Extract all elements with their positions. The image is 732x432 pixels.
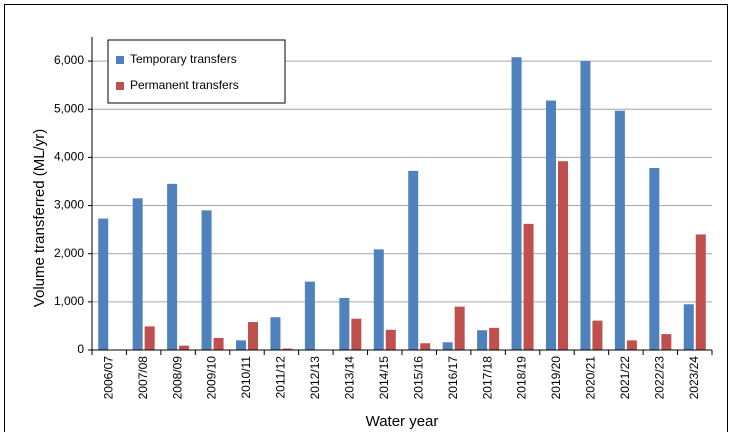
x-tick-label: 2009/10	[205, 356, 219, 400]
bar	[270, 317, 281, 350]
bar	[695, 234, 706, 350]
x-axis-title: Water year	[366, 413, 439, 430]
bar	[592, 320, 603, 350]
bar	[385, 329, 396, 350]
legend-box	[107, 39, 286, 104]
bar	[144, 326, 155, 350]
x-tick-label: 2016/17	[446, 356, 460, 400]
x-tick-label: 2019/20	[549, 356, 563, 400]
x-tick-label: 2010/11	[239, 356, 253, 399]
legend-swatch	[116, 82, 124, 90]
y-tick-label: 3,000	[54, 198, 84, 212]
bar	[454, 306, 465, 350]
bar	[683, 304, 694, 350]
x-tick-label: 2022/23	[653, 356, 667, 400]
y-tick-label: 0	[77, 342, 84, 356]
bar	[649, 167, 660, 350]
bar	[282, 348, 293, 350]
bar	[373, 249, 384, 350]
bar	[580, 61, 591, 350]
x-tick-label: 2015/16	[411, 356, 425, 400]
bar	[661, 334, 672, 350]
y-tick-label: 4,000	[54, 150, 84, 164]
bar	[248, 322, 258, 350]
bar	[339, 297, 350, 350]
y-axis-title: Volume transferred (ML/yr)	[31, 129, 48, 307]
legend-swatch	[116, 56, 124, 64]
bar	[477, 330, 488, 350]
bar	[489, 327, 500, 350]
x-tick-label: 2013/14	[343, 356, 357, 400]
legend-label: Permanent transfers	[130, 78, 239, 92]
y-tick-label: 5,000	[54, 101, 84, 115]
bar	[304, 281, 315, 350]
bar	[201, 210, 212, 350]
bar	[558, 161, 568, 350]
bar	[523, 223, 534, 350]
x-tick-label: 2018/19	[515, 356, 529, 400]
x-tick-label: 2006/07	[101, 356, 115, 400]
bar	[614, 110, 625, 350]
bar	[351, 318, 362, 350]
x-tick-label: 2023/24	[687, 356, 701, 400]
bar	[132, 198, 143, 350]
bar	[546, 100, 556, 350]
bar	[167, 183, 178, 350]
bar	[511, 57, 522, 351]
x-tick-label: 2020/21	[584, 356, 598, 400]
y-tick-label: 2,000	[54, 246, 84, 260]
x-tick-label: 2008/09	[170, 356, 184, 400]
y-tick-label: 1,000	[54, 294, 84, 308]
bar	[98, 218, 109, 350]
chart-frame	[4, 4, 728, 432]
bar	[420, 343, 431, 350]
legend-label: Temporary transfers	[130, 52, 237, 66]
x-tick-label: 2012/13	[308, 356, 322, 400]
y-tick-label: 6,000	[54, 53, 84, 67]
x-tick-label: 2014/15	[377, 356, 391, 400]
bar	[442, 342, 453, 350]
bar	[213, 337, 224, 350]
x-tick-label: 2011/12	[274, 356, 288, 399]
x-tick-label: 2017/18	[480, 356, 494, 400]
bar	[179, 345, 190, 350]
x-tick-label: 2021/22	[618, 356, 632, 400]
bar	[236, 340, 246, 350]
bar	[626, 340, 637, 350]
x-tick-label: 2007/08	[136, 356, 150, 400]
bar	[408, 170, 419, 350]
